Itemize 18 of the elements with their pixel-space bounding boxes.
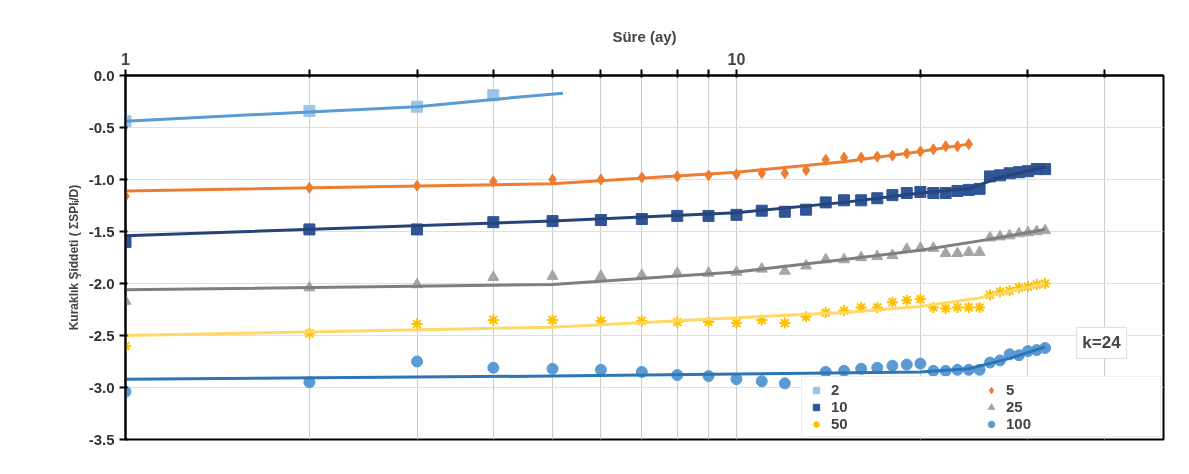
legend-label: 25 [1006, 398, 1024, 415]
legend-label: 100 [1006, 415, 1033, 432]
y-tick-label: -3.5 [88, 430, 115, 448]
x-tick-label: 1 [121, 50, 131, 68]
legend-label: 5 [1006, 381, 1016, 398]
y-tick-label: -1.5 [88, 222, 115, 240]
y-tick-label: -3.0 [88, 378, 115, 396]
y-tick-label: -2.5 [88, 326, 115, 344]
y-tick-label: -0.5 [88, 118, 115, 136]
y-tick-label: -1.0 [88, 170, 115, 188]
annotation: k=24 [1082, 333, 1122, 353]
legend-label: 50 [831, 415, 849, 432]
y-axis-title: Kuraklık Şiddeti ( ΣSPIᵢ/D) [66, 184, 81, 331]
y-tick-label: -2.0 [88, 274, 115, 292]
x-axis-title: Süre (ay) [612, 27, 677, 45]
legend-label: 10 [831, 398, 849, 415]
legend-label: 2 [831, 381, 841, 398]
y-tick-label: 0.0 [93, 66, 115, 84]
